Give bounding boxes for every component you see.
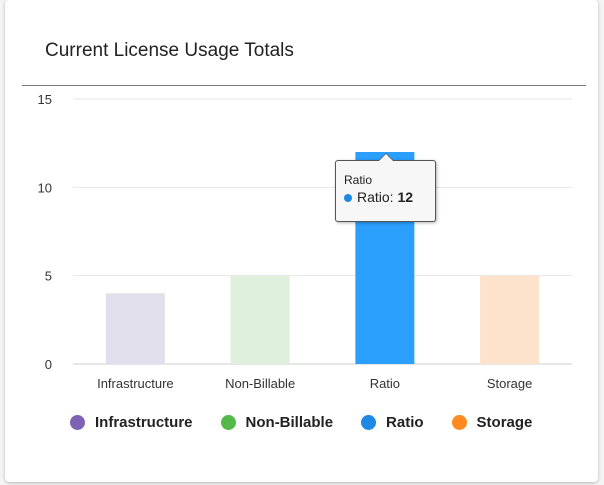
chart-card: Current License Usage Totals (5, 0, 598, 482)
x-tick-label: Non-Billable (225, 376, 295, 391)
tooltip-value: 12 (397, 189, 414, 205)
y-tick-label: 5 (45, 269, 52, 284)
legend-label: Non-Billable (245, 414, 334, 431)
legend-label: Storage (476, 414, 533, 431)
legend-dot-icon (451, 415, 467, 430)
y-tick-label: 0 (45, 357, 52, 372)
legend: Infrastructure Non-Billable Ratio Storage (70, 414, 532, 431)
legend-item[interactable]: Infrastructure (70, 414, 193, 431)
legend-item[interactable]: Non-Billable (220, 414, 334, 431)
bar-storage[interactable] (480, 275, 540, 364)
tooltip: Ratio Ratio: 12 (335, 153, 436, 222)
tooltip-header: Ratio (344, 173, 373, 187)
legend-dot-icon (70, 415, 85, 430)
x-tick-label: Ratio (370, 376, 400, 391)
legend-item[interactable]: Ratio (361, 414, 424, 431)
legend-label: Infrastructure (95, 414, 193, 431)
tooltip-series-dot (344, 194, 352, 202)
tooltip-label: Ratio: (357, 189, 394, 205)
legend-dot-icon (361, 415, 377, 430)
y-tick-label: 15 (38, 92, 52, 107)
bar-infrastructure[interactable] (105, 293, 165, 364)
legend-label: Ratio (386, 414, 424, 431)
legend-dot-icon (220, 415, 236, 430)
chart-title: Current License Usage Totals (45, 40, 294, 61)
legend-item[interactable]: Storage (451, 414, 533, 431)
x-tick-label: Storage (487, 376, 533, 391)
x-tick-label: Infrastructure (97, 376, 174, 391)
y-tick-label: 10 (38, 180, 52, 195)
divider (22, 85, 586, 86)
bar-non-billable[interactable] (230, 275, 290, 364)
